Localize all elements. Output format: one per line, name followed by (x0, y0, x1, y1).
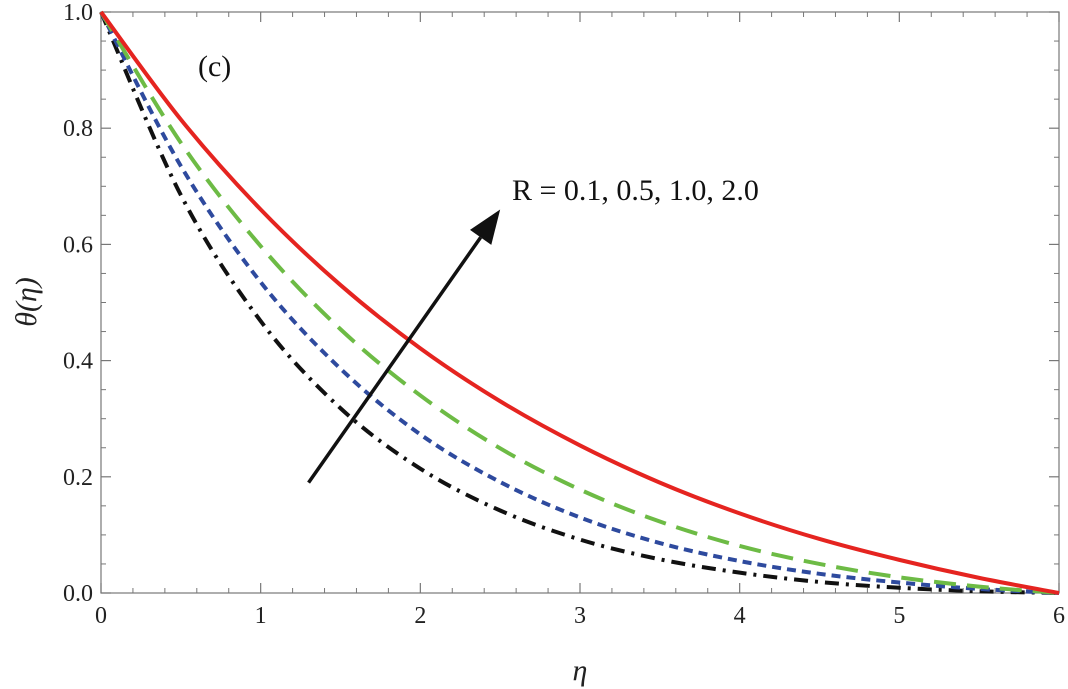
x-tick-label: 5 (893, 603, 905, 629)
x-tick-label: 0 (95, 603, 107, 629)
y-tick-label: 0.8 (63, 116, 93, 142)
plot-frame (100, 11, 1060, 594)
series-annotation: R = 0.1, 0.5, 1.0, 2.0 (512, 174, 759, 207)
axis-ticks (100, 11, 1060, 594)
series-line-r-1-0 (99, 10, 1060, 595)
series-line-r-2-0 (99, 10, 1060, 595)
y-tick-label: 0.6 (63, 232, 93, 258)
series-line-r-0-1 (99, 11, 1060, 595)
tick-labels: 0 1 2 3 4 5 6 0.0 0.2 0.4 0.6 0.8 1.0 (63, 0, 1065, 629)
y-axis-title: θ(η) (10, 277, 43, 327)
x-tick-label: 2 (414, 603, 426, 629)
arrow-layer (307, 209, 501, 484)
panel-label: (c) (198, 50, 231, 83)
x-tick-label: 6 (1053, 603, 1065, 629)
y-tick-label: 0.2 (63, 465, 93, 491)
x-tick-label: 4 (734, 603, 746, 629)
x-tick-label: 3 (574, 603, 586, 629)
series-layer (99, 10, 1060, 595)
y-tick-label: 0.0 (63, 581, 93, 607)
arrow-shaft (307, 236, 483, 484)
x-tick-label: 1 (255, 603, 267, 629)
series-line-r-0-5 (99, 11, 1060, 595)
arrow-head (469, 209, 501, 245)
y-tick-label: 1.0 (63, 0, 93, 26)
x-axis-title: η (573, 654, 588, 687)
y-tick-label: 0.4 (63, 349, 93, 375)
